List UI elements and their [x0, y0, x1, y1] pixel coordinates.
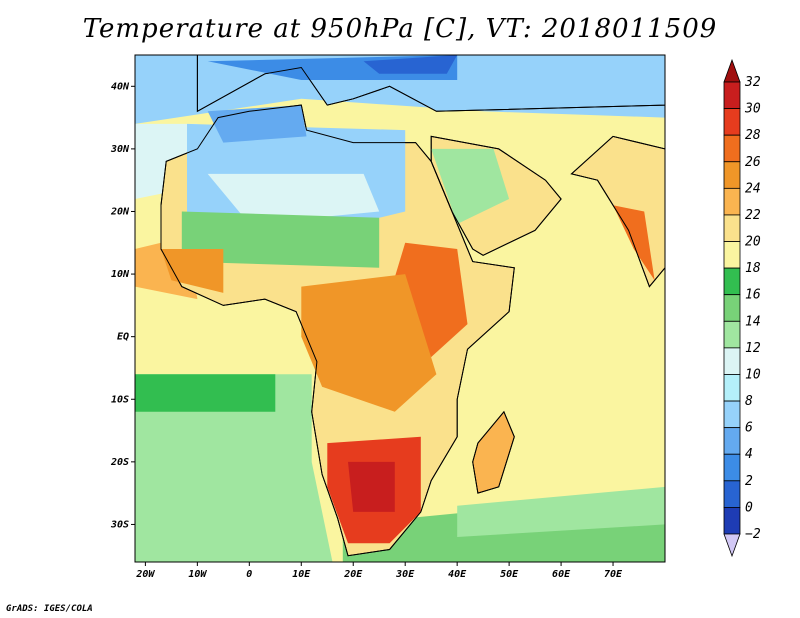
lon-tick-label: 20W: [135, 569, 155, 580]
colorbar-label: 12: [745, 341, 761, 356]
south-indian-band: [457, 486, 665, 537]
colorbar-label: 10: [745, 367, 761, 382]
lat-tick-label: EQ: [117, 332, 129, 343]
lon-tick-label: 40E: [448, 569, 467, 580]
colorbar-box: [723, 507, 741, 535]
sahara-mild: [207, 173, 380, 224]
colorbar-label: 2: [745, 474, 753, 489]
colorbar-box: [723, 294, 741, 322]
colorbar-box: [723, 480, 741, 508]
colorbar-box: [723, 320, 741, 349]
colorbar-label: 32: [744, 75, 761, 90]
colorbar-box: [723, 400, 741, 429]
africa-coastline: [160, 104, 515, 557]
colorbar-box: [723, 347, 741, 375]
lat-tick-label: 20N: [110, 206, 130, 217]
colorbar-box: [723, 161, 741, 189]
lat-tick-label: 30N: [110, 144, 130, 155]
colorbar-box: [723, 453, 741, 482]
lon-tick-label: 0: [246, 569, 252, 580]
sahel-green: [181, 211, 380, 268]
lon-tick-label: 60E: [552, 569, 571, 580]
colorbar-box: [723, 267, 741, 296]
credit-label: GrADS: IGES/COLA: [6, 604, 93, 614]
colorbar-label: −2: [745, 527, 761, 542]
colorbar-label: 4: [745, 447, 753, 462]
lon-tick-label: 50E: [500, 569, 519, 580]
colorbar-label: 18: [745, 261, 761, 276]
colorbar-bottom-triangle: [723, 533, 741, 558]
colorbar-box: [723, 427, 741, 455]
arabia-coastline: [430, 135, 562, 256]
colorbar-box: [723, 108, 741, 136]
lat-tick-label: 10N: [111, 269, 130, 280]
colorbar-label: 28: [745, 128, 761, 143]
lon-tick-label: 10W: [188, 569, 207, 580]
west-africa-warm: [161, 249, 224, 293]
madagascar-coastline: [472, 410, 515, 494]
map-title: Temperature at 950hPa [C], VT: 201801150…: [82, 14, 718, 44]
lon-tick-label: 10E: [292, 569, 311, 580]
lon-tick-label: 30E: [395, 569, 415, 580]
colorbar-label: 24: [745, 181, 761, 196]
colorbar-label: 0: [745, 500, 753, 515]
lat-tick-label: 30S: [110, 519, 129, 530]
lon-tick-label: 70E: [604, 569, 623, 580]
india-hot: [613, 205, 655, 281]
colorbar-box: [723, 241, 741, 269]
plot-frame: [134, 54, 666, 563]
central-africa-warm: [301, 274, 437, 412]
kalahari-hottest: [348, 461, 395, 512]
colorbar-top-triangle: [723, 58, 741, 83]
lat-tick-label: 10S: [111, 394, 129, 405]
colorbar-box: [723, 81, 741, 109]
colorbar-box: [723, 134, 741, 163]
colorbar-label: 26: [745, 155, 761, 170]
arabia-green: [431, 148, 510, 224]
colorbar-label: 6: [745, 421, 753, 436]
lat-tick-label: 40N: [111, 81, 130, 92]
colorbar-box: [723, 374, 741, 402]
colorbar-box: [723, 187, 741, 216]
black-sea-coldest: [363, 55, 458, 74]
colorbar-label: 14: [745, 314, 761, 329]
colorbar-label: 20: [745, 235, 761, 250]
colorbar-label: 22: [745, 208, 761, 223]
south-atlantic-deep-green: [135, 374, 276, 412]
colorbar-box: [723, 214, 741, 242]
colorbar-label: 30: [744, 102, 761, 117]
colorbar-label: 16: [745, 288, 761, 303]
south-atlantic-green: [135, 374, 333, 562]
colorbar-label: 8: [745, 394, 753, 409]
lat-tick-label: 20S: [110, 457, 129, 468]
lon-tick-label: 20E: [343, 569, 363, 580]
